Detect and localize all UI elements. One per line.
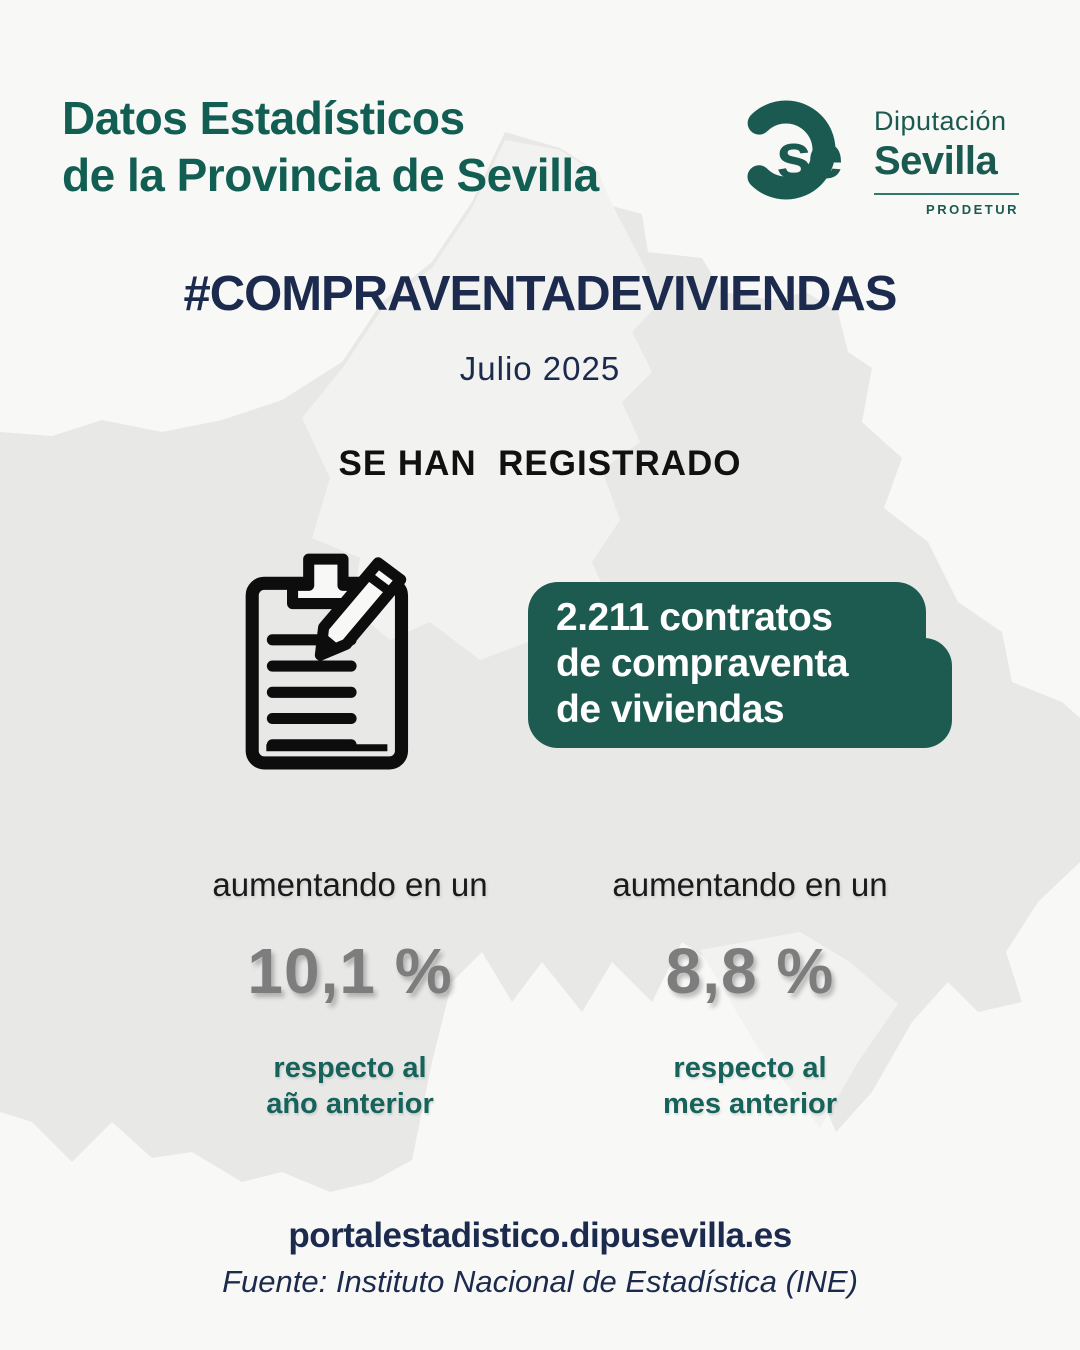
stat-lead: aumentando en un xyxy=(212,866,488,903)
diputacion-sevilla-logo: se Diputación Sevilla PRODETUR xyxy=(742,90,1032,220)
stat-caption-line2: año anterior xyxy=(266,1088,434,1120)
highlight-line3: de viviendas xyxy=(556,688,785,731)
stat-month-over-month: aumentando en un 8,8 % respecto al mes a… xyxy=(545,866,955,1122)
page-title-line2: de la Provincia de Sevilla xyxy=(62,149,599,201)
logo-monogram-text: se xyxy=(776,120,842,192)
portal-url: portalestadistico.dipusevilla.es xyxy=(288,1216,792,1255)
highlight-line1: 2.211 contratos xyxy=(556,596,833,639)
campaign-period: Julio 2025 xyxy=(459,350,621,387)
campaign-hashtag: #COMPRAVENTADEVIVIENDAS xyxy=(183,267,897,321)
highlight-box: 2.211 contratos de compraventa de vivien… xyxy=(528,582,926,748)
stat-value: 10,1 % xyxy=(247,935,453,1007)
intro-text: SE HAN REGISTRADO xyxy=(338,444,742,483)
stat-caption-line2: mes anterior xyxy=(662,1088,838,1120)
logo-subbrand: PRODETUR xyxy=(926,202,1019,217)
footer: portalestadistico.dipusevilla.es Fuente:… xyxy=(0,1216,1080,1300)
stat-year-over-year: aumentando en un 10,1 % respecto al año … xyxy=(95,866,605,1122)
logo-wordmark: Diputación Sevilla PRODETUR xyxy=(874,106,1022,217)
logo-mark-icon: se xyxy=(742,100,846,200)
page-title: Datos Estadísticos de la Provincia de Se… xyxy=(62,90,599,204)
clipboard-pencil-icon xyxy=(245,553,409,770)
highlight-text: 2.211 contratos de compraventa de vivien… xyxy=(528,582,926,733)
stat-caption-line1: respecto al xyxy=(273,1052,427,1084)
logo-org-line2: Sevilla xyxy=(874,139,998,183)
stat-caption: respecto al mes anterior xyxy=(545,1050,955,1122)
logo-divider xyxy=(874,193,1019,195)
page-title-line1: Datos Estadísticos xyxy=(62,92,465,144)
data-source: Fuente: Instituto Nacional de Estadístic… xyxy=(222,1264,858,1299)
stat-lead: aumentando en un xyxy=(612,866,888,903)
stat-caption-line1: respecto al xyxy=(673,1052,827,1084)
stat-value: 8,8 % xyxy=(665,935,835,1007)
highlight-line2: de compraventa xyxy=(556,642,849,685)
logo-org-line1: Diputación xyxy=(874,106,1007,136)
stat-caption: respecto al año anterior xyxy=(95,1050,605,1122)
